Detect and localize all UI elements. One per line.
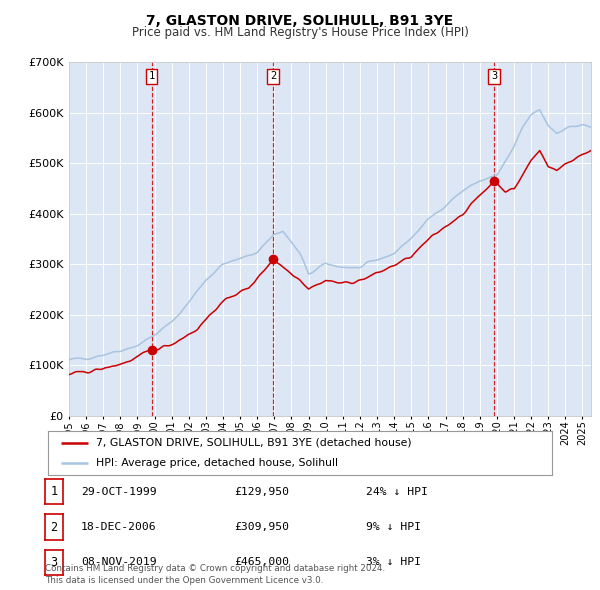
Text: £129,950: £129,950: [234, 487, 289, 497]
Text: 29-OCT-1999: 29-OCT-1999: [81, 487, 157, 497]
Text: 08-NOV-2019: 08-NOV-2019: [81, 558, 157, 568]
Text: £465,000: £465,000: [234, 558, 289, 568]
Text: 7, GLASTON DRIVE, SOLIHULL, B91 3YE (detached house): 7, GLASTON DRIVE, SOLIHULL, B91 3YE (det…: [96, 438, 412, 448]
Text: 18-DEC-2006: 18-DEC-2006: [81, 522, 157, 532]
Text: Contains HM Land Registry data © Crown copyright and database right 2024.
This d: Contains HM Land Registry data © Crown c…: [45, 565, 385, 585]
Text: 9% ↓ HPI: 9% ↓ HPI: [366, 522, 421, 532]
Text: 3: 3: [491, 71, 497, 81]
Text: 7, GLASTON DRIVE, SOLIHULL, B91 3YE: 7, GLASTON DRIVE, SOLIHULL, B91 3YE: [146, 14, 454, 28]
Text: Price paid vs. HM Land Registry's House Price Index (HPI): Price paid vs. HM Land Registry's House …: [131, 26, 469, 39]
Text: 1: 1: [149, 71, 155, 81]
Text: 1: 1: [50, 485, 58, 498]
Text: HPI: Average price, detached house, Solihull: HPI: Average price, detached house, Soli…: [96, 458, 338, 468]
Text: 3: 3: [50, 556, 58, 569]
Text: 2: 2: [50, 520, 58, 533]
Text: 24% ↓ HPI: 24% ↓ HPI: [366, 487, 428, 497]
Text: 2: 2: [270, 71, 276, 81]
Text: £309,950: £309,950: [234, 522, 289, 532]
Text: 3% ↓ HPI: 3% ↓ HPI: [366, 558, 421, 568]
